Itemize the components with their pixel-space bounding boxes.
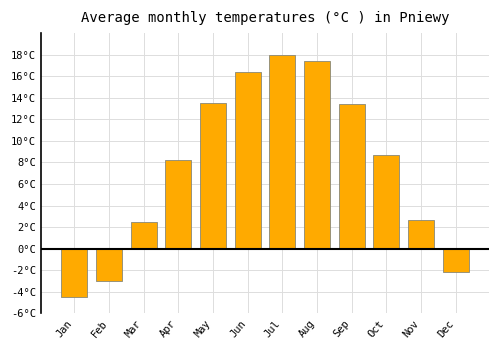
Bar [270, 55, 295, 248]
Bar [96, 248, 122, 281]
Bar [200, 103, 226, 248]
Bar [373, 155, 399, 248]
Bar [338, 104, 364, 248]
Bar [408, 219, 434, 248]
Title: Average monthly temperatures (°C ) in Pniewy: Average monthly temperatures (°C ) in Pn… [80, 11, 449, 25]
Bar [234, 72, 260, 248]
Bar [130, 222, 156, 248]
Bar [442, 248, 468, 272]
Bar [304, 61, 330, 248]
Bar [62, 248, 88, 297]
Bar [166, 160, 192, 248]
